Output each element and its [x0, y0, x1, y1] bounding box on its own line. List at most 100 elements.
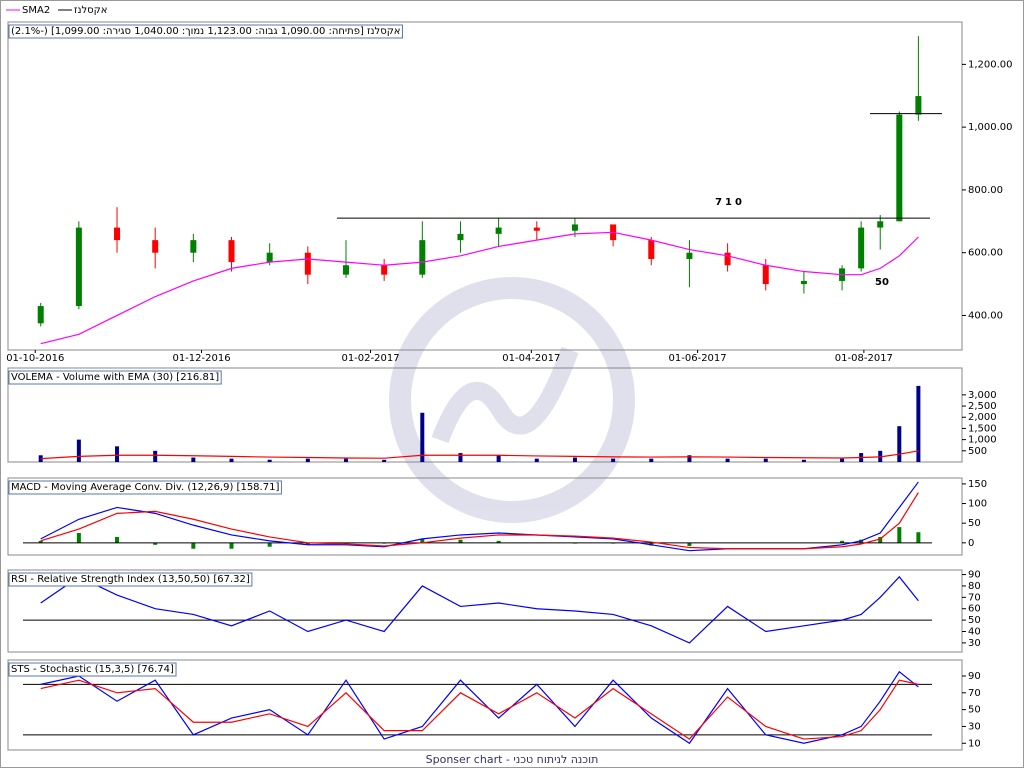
panel-title: VOLEMA - Volume with EMA (30) [216.81]	[11, 372, 219, 383]
bar	[496, 540, 501, 543]
bar	[916, 532, 921, 543]
bar	[267, 459, 272, 462]
y-tick-label: 3,000	[968, 390, 997, 401]
indicator-line	[40, 679, 919, 740]
y-tick-label: 600.00	[968, 248, 1003, 259]
watermark	[389, 277, 635, 523]
indicator-line	[40, 670, 919, 745]
footer: Sponser chart - תוכנה לניתוח טכני	[426, 753, 599, 766]
bar	[229, 542, 234, 549]
panel	[7, 367, 963, 463]
bar	[38, 540, 43, 543]
bar	[897, 527, 902, 543]
bar	[420, 412, 425, 462]
candle-body	[190, 240, 197, 253]
panel	[7, 477, 963, 556]
candle-body	[762, 265, 769, 285]
y-tick-label: 100	[968, 499, 987, 510]
candle-body	[304, 252, 311, 275]
legend-label: SMA2	[22, 5, 50, 16]
candle-body	[648, 240, 655, 259]
indicator-line	[40, 481, 919, 552]
y-tick-label: 40	[968, 627, 981, 638]
bar	[153, 450, 158, 462]
y-tick-label: 60	[968, 604, 981, 615]
bar	[191, 457, 196, 462]
bar	[305, 542, 310, 545]
bar	[382, 459, 387, 462]
indicator-line	[40, 450, 919, 460]
panel-title: אקסלנז [פתיחה: 1,090.00 גבוה: 1,123.00 נ…	[11, 26, 400, 37]
y-tick-label: 50	[968, 615, 981, 626]
y-tick-label: 70	[968, 592, 981, 603]
bar	[649, 458, 654, 462]
bar	[76, 439, 81, 462]
y-tick-label: 90	[968, 671, 981, 682]
x-tick-label: 01-02-2017	[341, 353, 399, 364]
y-tick-label: 1,200.00	[968, 59, 1013, 70]
candle-body	[114, 227, 121, 241]
bar	[115, 536, 120, 543]
panel-title-box	[8, 572, 253, 587]
panel	[7, 569, 963, 653]
bar	[115, 446, 120, 462]
y-tick-label: 80	[968, 581, 981, 592]
x-tick-label: 01-06-2017	[669, 353, 727, 364]
y-tick-label: 2,500	[968, 401, 997, 412]
bar	[878, 536, 883, 543]
candle-body	[495, 227, 502, 234]
x-tick-label: 01-10-2016	[6, 353, 64, 364]
y-tick-label: 2,000	[968, 412, 997, 423]
bar	[763, 458, 768, 462]
candle-body	[896, 114, 903, 222]
candle-body	[877, 221, 884, 228]
y-tick-label: 400.00	[968, 310, 1003, 321]
candle-body	[724, 252, 731, 266]
bar	[267, 542, 272, 547]
bar	[458, 453, 463, 462]
bar	[76, 533, 81, 543]
candle-body	[228, 240, 235, 263]
y-tick-label: 800.00	[968, 185, 1003, 196]
panel-title: RSI - Relative Strength Index (13,50,50)…	[11, 574, 250, 585]
bar	[420, 538, 425, 543]
indicator-line	[40, 575, 919, 644]
bar	[191, 542, 196, 549]
bar	[801, 459, 806, 462]
bar	[229, 458, 234, 462]
candle-body	[342, 265, 349, 275]
y-tick-label: 10	[968, 738, 981, 749]
bar	[153, 542, 158, 545]
y-tick-label: 0	[968, 538, 974, 549]
bar	[687, 455, 692, 462]
bar	[572, 457, 577, 462]
bar	[840, 458, 845, 462]
y-tick-label: 30	[968, 721, 981, 732]
candle-body	[381, 265, 388, 275]
y-tick-label: 90	[968, 570, 981, 581]
bar	[534, 458, 539, 462]
bar	[725, 458, 730, 462]
candle-body	[571, 224, 578, 231]
indicator-line	[40, 492, 919, 550]
note: 50	[875, 277, 889, 288]
panel-title-box	[8, 24, 403, 39]
panel-title: STS - Stochastic (15,3,5) [76.74]	[11, 664, 174, 675]
x-tick-label: 01-04-2017	[502, 353, 560, 364]
legend-label: אקסלנז	[74, 5, 107, 16]
bar	[687, 542, 692, 546]
bar	[611, 458, 616, 462]
bar	[343, 458, 348, 462]
candle-body	[915, 96, 922, 115]
bar	[496, 455, 501, 462]
x-tick-label: 01-12-2016	[172, 353, 230, 364]
bar	[897, 426, 902, 462]
panel-title-box	[8, 480, 282, 495]
sma-line	[40, 231, 919, 345]
panel-title-box	[8, 662, 177, 677]
y-tick-label: 1,500	[968, 423, 997, 434]
candle-body	[800, 280, 807, 285]
y-tick-label: 150	[968, 479, 987, 490]
